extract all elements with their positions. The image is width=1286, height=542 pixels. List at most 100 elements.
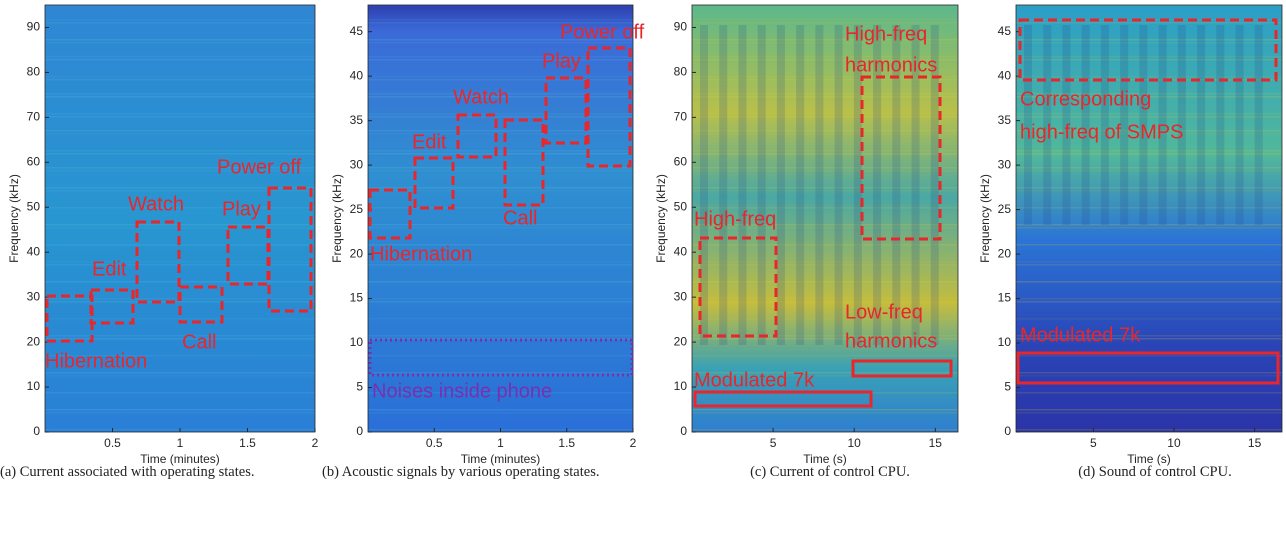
spectrogram-texture [1016,113,1282,115]
spectrogram-texture [1139,25,1148,225]
spectrogram-texture [368,207,633,209]
y-tick-label: 10 [998,335,1012,349]
caption: (c) Current of control CPU. [750,464,910,480]
plot-frame [1015,4,1283,433]
spectrogram-texture [1016,56,1282,58]
spectrogram-texture [45,76,315,78]
y-tick-label: 50 [27,199,41,213]
spectrogram-texture [368,190,633,192]
spectrogram-texture [1235,25,1244,225]
spectrogram-texture [1016,207,1282,209]
spectrogram-texture [368,298,633,300]
spectrogram-texture [692,375,958,377]
x-tick-label: 5 [1090,436,1097,450]
spectrogram-texture [719,25,728,345]
x-tick-label: 15 [1248,436,1262,450]
spectrogram-texture [1016,93,1282,95]
spectrogram-texture [45,207,315,209]
spectrogram-texture [1016,187,1282,189]
spectrogram-texture [45,187,315,189]
spectrogram-texture [1016,5,1282,7]
spectrogram-texture [368,281,633,283]
spectrogram-texture [1016,375,1282,377]
spectrogram-texture [692,227,958,229]
annotation-box [135,220,181,304]
caption: (a) Current associated with operating st… [0,464,255,480]
spectrogram-texture [1016,76,1282,78]
spectrogram-texture [1016,264,1282,266]
spectrogram-texture [1254,25,1263,225]
y-tick-label: 0 [1004,424,1011,438]
x-tick-label: 1.5 [558,436,575,450]
y-tick-label: 45 [998,24,1012,38]
spectrogram-texture [1016,338,1282,340]
spectrogram-texture [45,19,315,21]
y-tick-label: 0 [33,424,40,438]
spectrogram-texture [368,5,633,7]
y-tick-label: 25 [998,202,1012,216]
spectrogram-texture [368,261,633,263]
annotation-text: High-freq [694,208,776,230]
y-tick-label: 80 [674,65,688,79]
spectrogram-texture [1016,116,1282,118]
spectrogram-texture [692,318,958,320]
y-tick-label: 30 [998,157,1012,171]
spectrogram-texture [45,167,315,169]
spectrogram-image [368,5,633,432]
spectrogram-texture [692,153,958,155]
annotation-text: Watch [453,86,509,108]
spectrogram-texture [368,264,633,266]
annotation-box [368,188,412,240]
spectrogram-texture [1016,244,1282,246]
spectrogram-texture [1081,25,1090,225]
spectrogram-texture [692,301,958,303]
annotation-text: Hibernation [370,243,472,265]
spectrogram-texture [45,261,315,263]
y-tick-label: 0 [356,424,363,438]
spectrogram-texture [368,335,633,337]
spectrogram-texture [692,244,958,246]
annotation-text: Play [542,50,581,72]
spectrogram-texture [776,25,785,345]
y-tick-label: 15 [998,291,1012,305]
spectrogram-texture [1158,25,1167,225]
spectrogram-texture [45,5,315,7]
y-tick-label: 35 [350,113,364,127]
x-tick-label: 10 [1167,436,1181,450]
spectrogram-texture [692,412,958,414]
spectrogram-texture [815,25,824,345]
y-tick-label: 20 [27,334,41,348]
annotation-text: Call [182,331,216,353]
y-tick-label: 20 [998,246,1012,260]
spectrogram-texture [368,22,633,24]
spectrogram-texture [45,335,315,337]
annotation-box [503,118,545,207]
spectrogram-texture [692,96,958,98]
annotation-text: high-freq of SMPS [1020,121,1183,143]
spectrogram-texture [368,392,633,394]
y-tick-label: 70 [674,110,688,124]
spectrogram-texture [1016,133,1282,135]
spectrogram-texture [692,409,958,411]
spectrogram-texture [45,130,315,132]
spectrogram-texture [368,133,633,135]
annotation-box [413,156,455,210]
y-tick-label: 90 [27,20,41,34]
spectrogram-texture [911,25,920,345]
y-tick-label: 70 [27,110,41,124]
spectrogram-texture [45,150,315,152]
annotation-text: Low-freq [845,301,923,323]
x-tick-label: 1.5 [239,436,256,450]
spectrogram-texture [1016,412,1282,414]
spectrogram-texture [692,355,958,357]
annotation-box [1018,18,1278,82]
spectrogram-texture [1016,227,1282,229]
spectrogram-texture [692,19,958,21]
spectrogram-texture [368,19,633,21]
y-tick-label: 20 [350,246,364,260]
spectrogram-texture [45,79,315,81]
spectrogram-texture [45,22,315,24]
annotation-box [544,76,588,145]
